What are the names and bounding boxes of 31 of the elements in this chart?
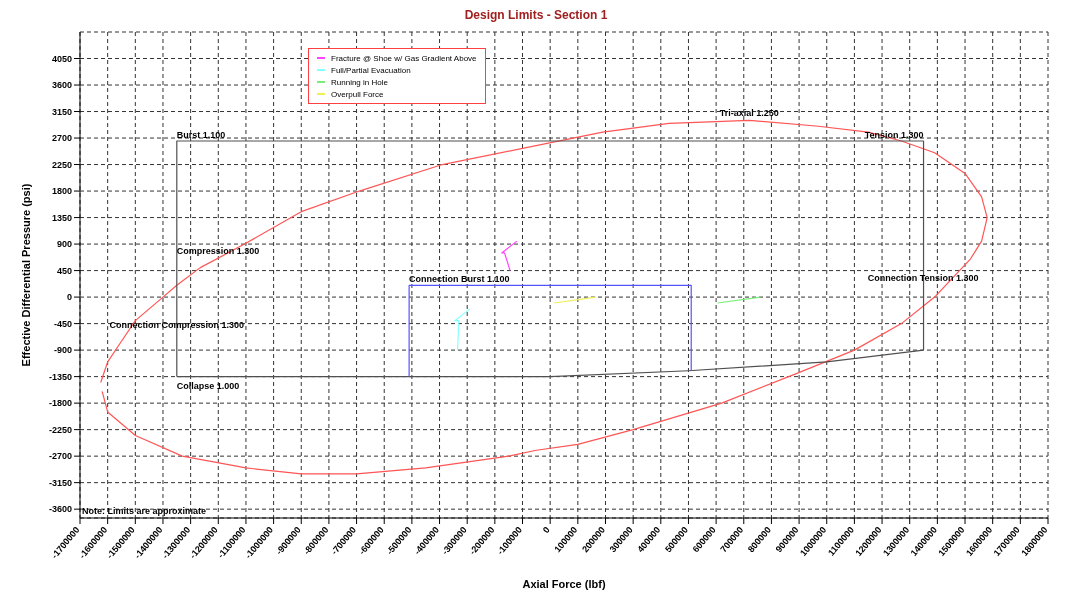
y-tick-label: 900 <box>56 239 72 250</box>
chart-title: Design Limits - Section 1 <box>463 8 609 24</box>
annotation: Connection Burst 1.100 <box>409 274 510 285</box>
y-tick-label: -2250 <box>48 424 72 435</box>
annotation: Collapse 1.000 <box>176 380 240 391</box>
annotation: Burst 1.100 <box>176 129 226 140</box>
annotation: Tri-axial 1.250 <box>719 108 779 119</box>
y-tick-label: 3600 <box>51 80 72 91</box>
legend-label: Overpull Force <box>331 89 384 99</box>
y-tick-label: 2250 <box>51 159 72 170</box>
y-tick-label: -1800 <box>48 398 72 409</box>
legend-label: Fracture @ Shoe w/ Gas Gradient Above <box>331 53 477 63</box>
y-tick-label: 4050 <box>51 53 72 64</box>
y-tick-label: -3150 <box>48 477 72 488</box>
y-tick-label: -2700 <box>48 451 72 462</box>
x-axis-title: Axial Force (lbf) <box>522 578 606 590</box>
y-tick-label: 1800 <box>51 186 72 197</box>
y-tick-label: 450 <box>56 265 72 276</box>
y-tick-label: 3150 <box>51 106 72 117</box>
y-tick-label: -900 <box>53 345 72 356</box>
y-tick-label: -1350 <box>48 371 72 382</box>
legend-label: Full/Partial Evacuation <box>331 65 411 75</box>
y-tick-label: -450 <box>53 318 72 329</box>
y-tick-label: 2700 <box>51 133 72 144</box>
y-tick-label: -3600 <box>48 504 72 515</box>
x-tick-label: 0 <box>540 524 552 536</box>
y-axis-title: Effective Differential Pressure (psi) <box>19 183 32 367</box>
y-tick-label: 1350 <box>51 212 72 223</box>
y-tick-label: 0 <box>66 292 72 303</box>
legend-label: Running in Hole <box>331 77 388 87</box>
annotation: Note: Limits are approximate <box>82 506 207 516</box>
